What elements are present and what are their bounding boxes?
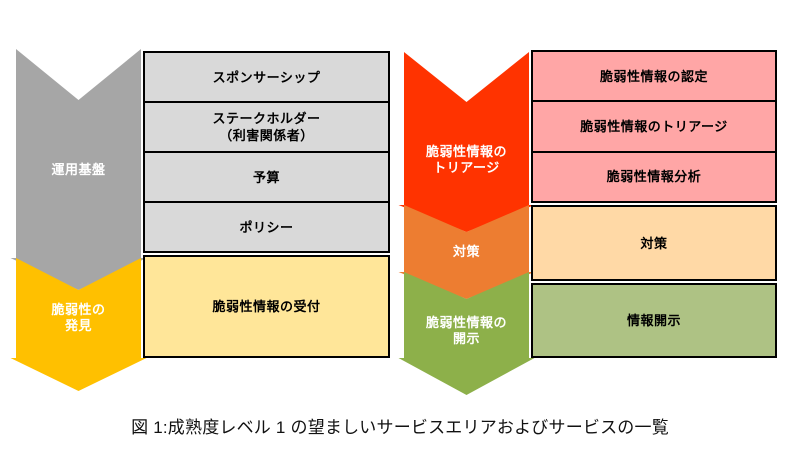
arrow-vulnerability-triage: [398, 52, 535, 232]
service-label: 脆弱性情報の認定: [599, 68, 708, 84]
arrow-label-disclosure: 脆弱性情報の 開示: [398, 310, 535, 352]
service-box-remediation: 対策: [531, 205, 777, 281]
arrow-label-line: 脆弱性の: [51, 302, 106, 317]
service-label: ポリシー: [239, 219, 294, 235]
service-label: 脆弱性情報のトリアージ: [580, 118, 728, 134]
service-box-budget: 予算: [145, 151, 388, 201]
arrow-label-remediation: 対策: [398, 242, 535, 262]
service-label: 対策: [640, 235, 668, 251]
arrow-label-line: 運用基盤: [51, 162, 106, 177]
arrow-label-line: 脆弱性情報の: [425, 144, 507, 159]
service-box-sponsorship: スポンサーシップ: [145, 53, 388, 101]
arrow-label-line: 脆弱性情報の: [425, 315, 507, 330]
service-label: 脆弱性情報の受付: [212, 299, 321, 314]
service-label: 情報開示: [626, 313, 681, 328]
service-box-vulnerability-validation: 脆弱性情報の認定: [533, 52, 775, 101]
arrow-label-line: 発見: [64, 318, 92, 333]
service-label: スポンサーシップ: [212, 69, 321, 85]
arrow-label-line: 対策: [452, 244, 480, 259]
vulnerability-triage-services-column: 脆弱性情報の認定 脆弱性情報のトリアージ 脆弱性情報分析: [531, 50, 777, 203]
service-box-stakeholder: ステークホルダー （利害関係者）: [145, 101, 388, 151]
arrow-remediation: [398, 205, 535, 299]
arrow-label-vulnerability-discovery: 脆弱性の 発見: [10, 297, 147, 339]
service-box-vulnerability-analysis: 脆弱性情報分析: [533, 150, 775, 201]
arrow-operational-foundation: [10, 49, 147, 290]
service-box-information-disclosure: 情報開示: [531, 283, 777, 358]
service-label: 脆弱性情報分析: [606, 169, 702, 185]
arrow-label-line: 開示: [452, 331, 480, 346]
service-label: ステークホルダー: [212, 111, 321, 126]
service-box-policy: ポリシー: [145, 201, 388, 251]
operational-foundation-services-column: スポンサーシップ ステークホルダー （利害関係者） 予算 ポリシー: [143, 51, 390, 253]
figure-caption: 図 1:成熟度レベル 1 の望ましいサービスエリアおよびサービスの一覧: [131, 418, 669, 437]
service-box-vulnerability-report-intake: 脆弱性情報の受付: [143, 255, 390, 358]
service-label: （利害関係者）: [219, 128, 314, 143]
arrow-label-line: トリアージ: [433, 160, 500, 175]
arrow-label-operational-foundation: 運用基盤: [10, 150, 147, 190]
service-label: 予算: [252, 169, 280, 185]
arrow-vulnerability-discovery: [10, 258, 147, 391]
arrow-disclosure: [398, 272, 535, 395]
service-box-vulnerability-triage: 脆弱性情報のトリアージ: [533, 100, 775, 151]
arrow-label-vulnerability-triage: 脆弱性情報の トリアージ: [398, 139, 535, 181]
